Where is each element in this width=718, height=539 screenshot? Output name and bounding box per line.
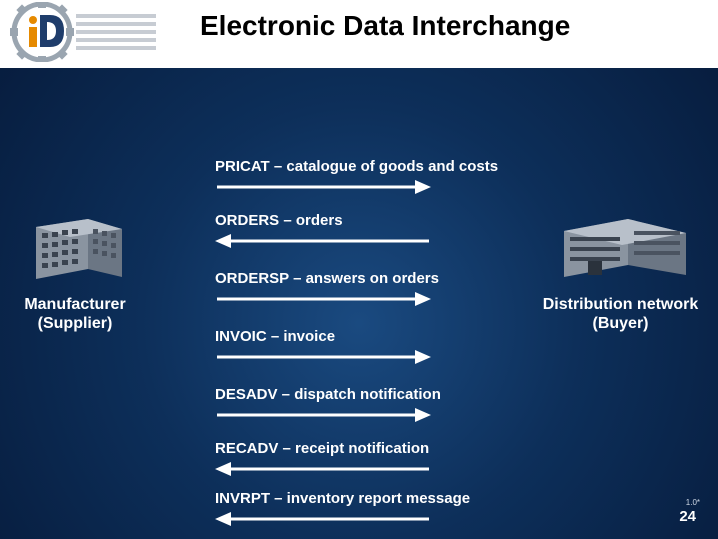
message-label: DESADV – dispatch notification xyxy=(215,386,485,403)
right-entity-line2: (Buyer) xyxy=(592,315,648,332)
message-row: INVRPT – inventory report message xyxy=(215,490,485,529)
left-entity-line2: (Supplier) xyxy=(38,315,113,332)
arrow-left-icon xyxy=(215,459,431,479)
message-label: RECADV – receipt notification xyxy=(215,440,485,457)
arrow-left-icon xyxy=(215,231,431,251)
message-row: PRICAT – catalogue of goods and costs xyxy=(215,158,485,197)
message-label: INVOIC – invoice xyxy=(215,328,485,345)
arrow-left-icon xyxy=(215,509,431,529)
arrow-right-icon xyxy=(215,177,431,197)
arrow-right-icon xyxy=(215,289,431,309)
left-entity-line1: Manufacturer xyxy=(24,296,125,313)
arrow-right-icon xyxy=(215,405,431,425)
right-entity-label: Distribution network (Buyer) xyxy=(533,295,708,333)
left-entity-label: Manufacturer (Supplier) xyxy=(10,295,140,333)
slide: Electronic Data Interchange xyxy=(0,0,718,539)
message-row: INVOIC – invoice xyxy=(215,328,485,367)
message-row: ORDERSP – answers on orders xyxy=(215,270,485,309)
logo xyxy=(10,2,160,62)
manufacturer-illustration xyxy=(28,207,123,282)
message-row: RECADV – receipt notification xyxy=(215,440,485,479)
arrow-right-icon xyxy=(215,347,431,367)
page-number: 24 xyxy=(679,508,696,525)
message-label: ORDERSP – answers on orders xyxy=(215,270,485,287)
right-entity-line1: Distribution network xyxy=(543,296,699,313)
distribution-illustration xyxy=(558,205,688,280)
message-label: ORDERS – orders xyxy=(215,212,485,229)
page-title: Electronic Data Interchange xyxy=(200,10,570,42)
small-corner-text: 1.0* xyxy=(686,498,700,507)
message-row: DESADV – dispatch notification xyxy=(215,386,485,425)
message-label: PRICAT – catalogue of goods and costs xyxy=(215,158,485,175)
message-row: ORDERS – orders xyxy=(215,212,485,251)
message-label: INVRPT – inventory report message xyxy=(215,490,485,507)
